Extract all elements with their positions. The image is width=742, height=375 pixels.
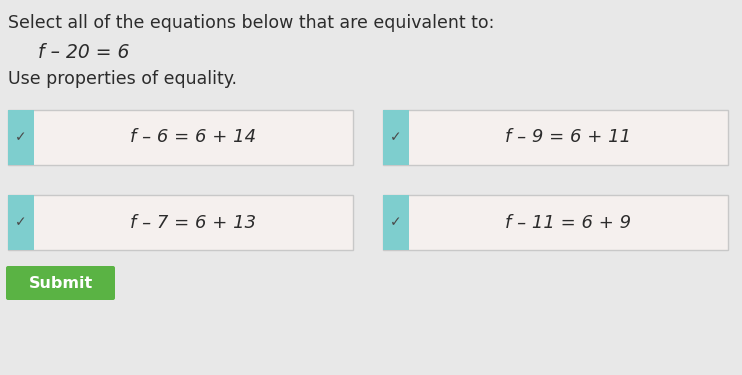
Text: Select all of the equations below that are equivalent to:: Select all of the equations below that a… [8, 14, 494, 32]
Text: f – 9 = 6 + 11: f – 9 = 6 + 11 [505, 129, 631, 147]
Text: f – 6 = 6 + 14: f – 6 = 6 + 14 [131, 129, 257, 147]
Text: ✓: ✓ [390, 216, 402, 229]
Text: ✓: ✓ [15, 130, 27, 144]
Text: ✓: ✓ [15, 216, 27, 229]
FancyBboxPatch shape [8, 110, 353, 165]
Text: Use properties of equality.: Use properties of equality. [8, 70, 237, 88]
FancyBboxPatch shape [383, 110, 728, 165]
FancyBboxPatch shape [8, 195, 353, 250]
FancyBboxPatch shape [8, 195, 34, 250]
FancyBboxPatch shape [8, 110, 34, 165]
Text: f – 20 = 6: f – 20 = 6 [38, 43, 129, 62]
FancyBboxPatch shape [383, 110, 409, 165]
Text: Submit: Submit [28, 276, 93, 291]
FancyBboxPatch shape [6, 266, 115, 300]
FancyBboxPatch shape [383, 195, 728, 250]
Text: ✓: ✓ [390, 130, 402, 144]
Text: f – 7 = 6 + 13: f – 7 = 6 + 13 [131, 213, 257, 231]
Text: f – 11 = 6 + 9: f – 11 = 6 + 9 [505, 213, 631, 231]
FancyBboxPatch shape [383, 195, 409, 250]
